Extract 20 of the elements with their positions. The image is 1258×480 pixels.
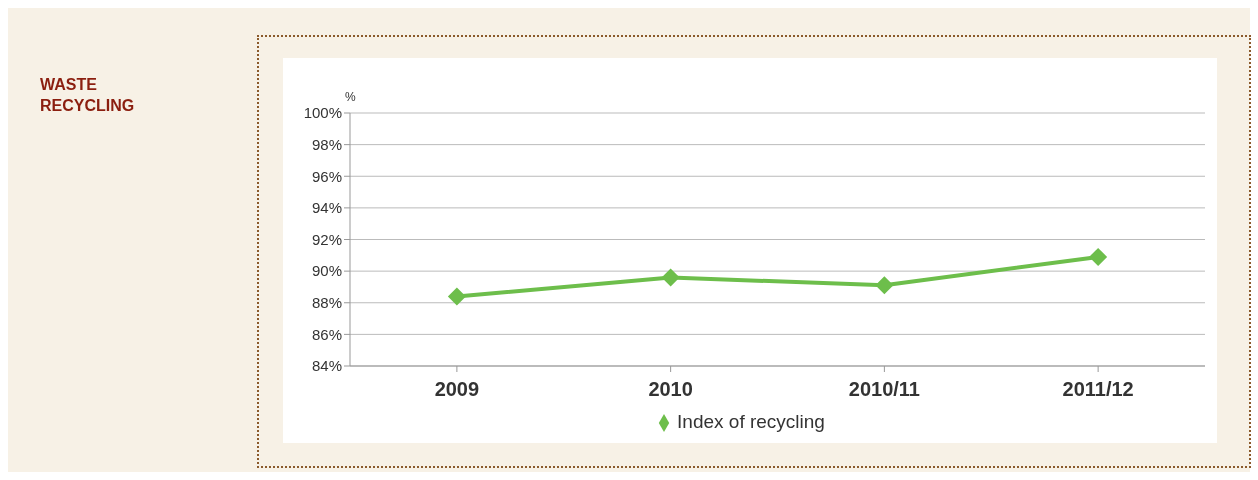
x-tick-label: 2010/11 (848, 378, 920, 401)
y-tick-label: 90% (311, 262, 342, 280)
y-axis-title: % (345, 90, 356, 104)
x-tick-label: 2011/12 (1062, 378, 1134, 401)
y-tick-label: 88% (311, 294, 342, 312)
y-tick-label: 86% (311, 325, 342, 343)
point (875, 276, 894, 295)
text: WASTE RECYCLING (40, 75, 136, 116)
point (447, 287, 466, 306)
legend-label: Index of recycling (677, 411, 825, 432)
y-tick-label: 100% (303, 104, 342, 122)
y-tick-label: 84% (311, 357, 342, 375)
y-tick-label: 94% (311, 199, 342, 217)
x-tick-label: 2009 (434, 378, 480, 401)
y-tick-label: 92% (311, 230, 342, 248)
y-tick-label: 98% (311, 135, 342, 153)
y-tick-label: 96% (311, 167, 342, 185)
point (1089, 247, 1108, 266)
x-tick-label: 2010 (648, 378, 693, 401)
point (661, 268, 680, 287)
